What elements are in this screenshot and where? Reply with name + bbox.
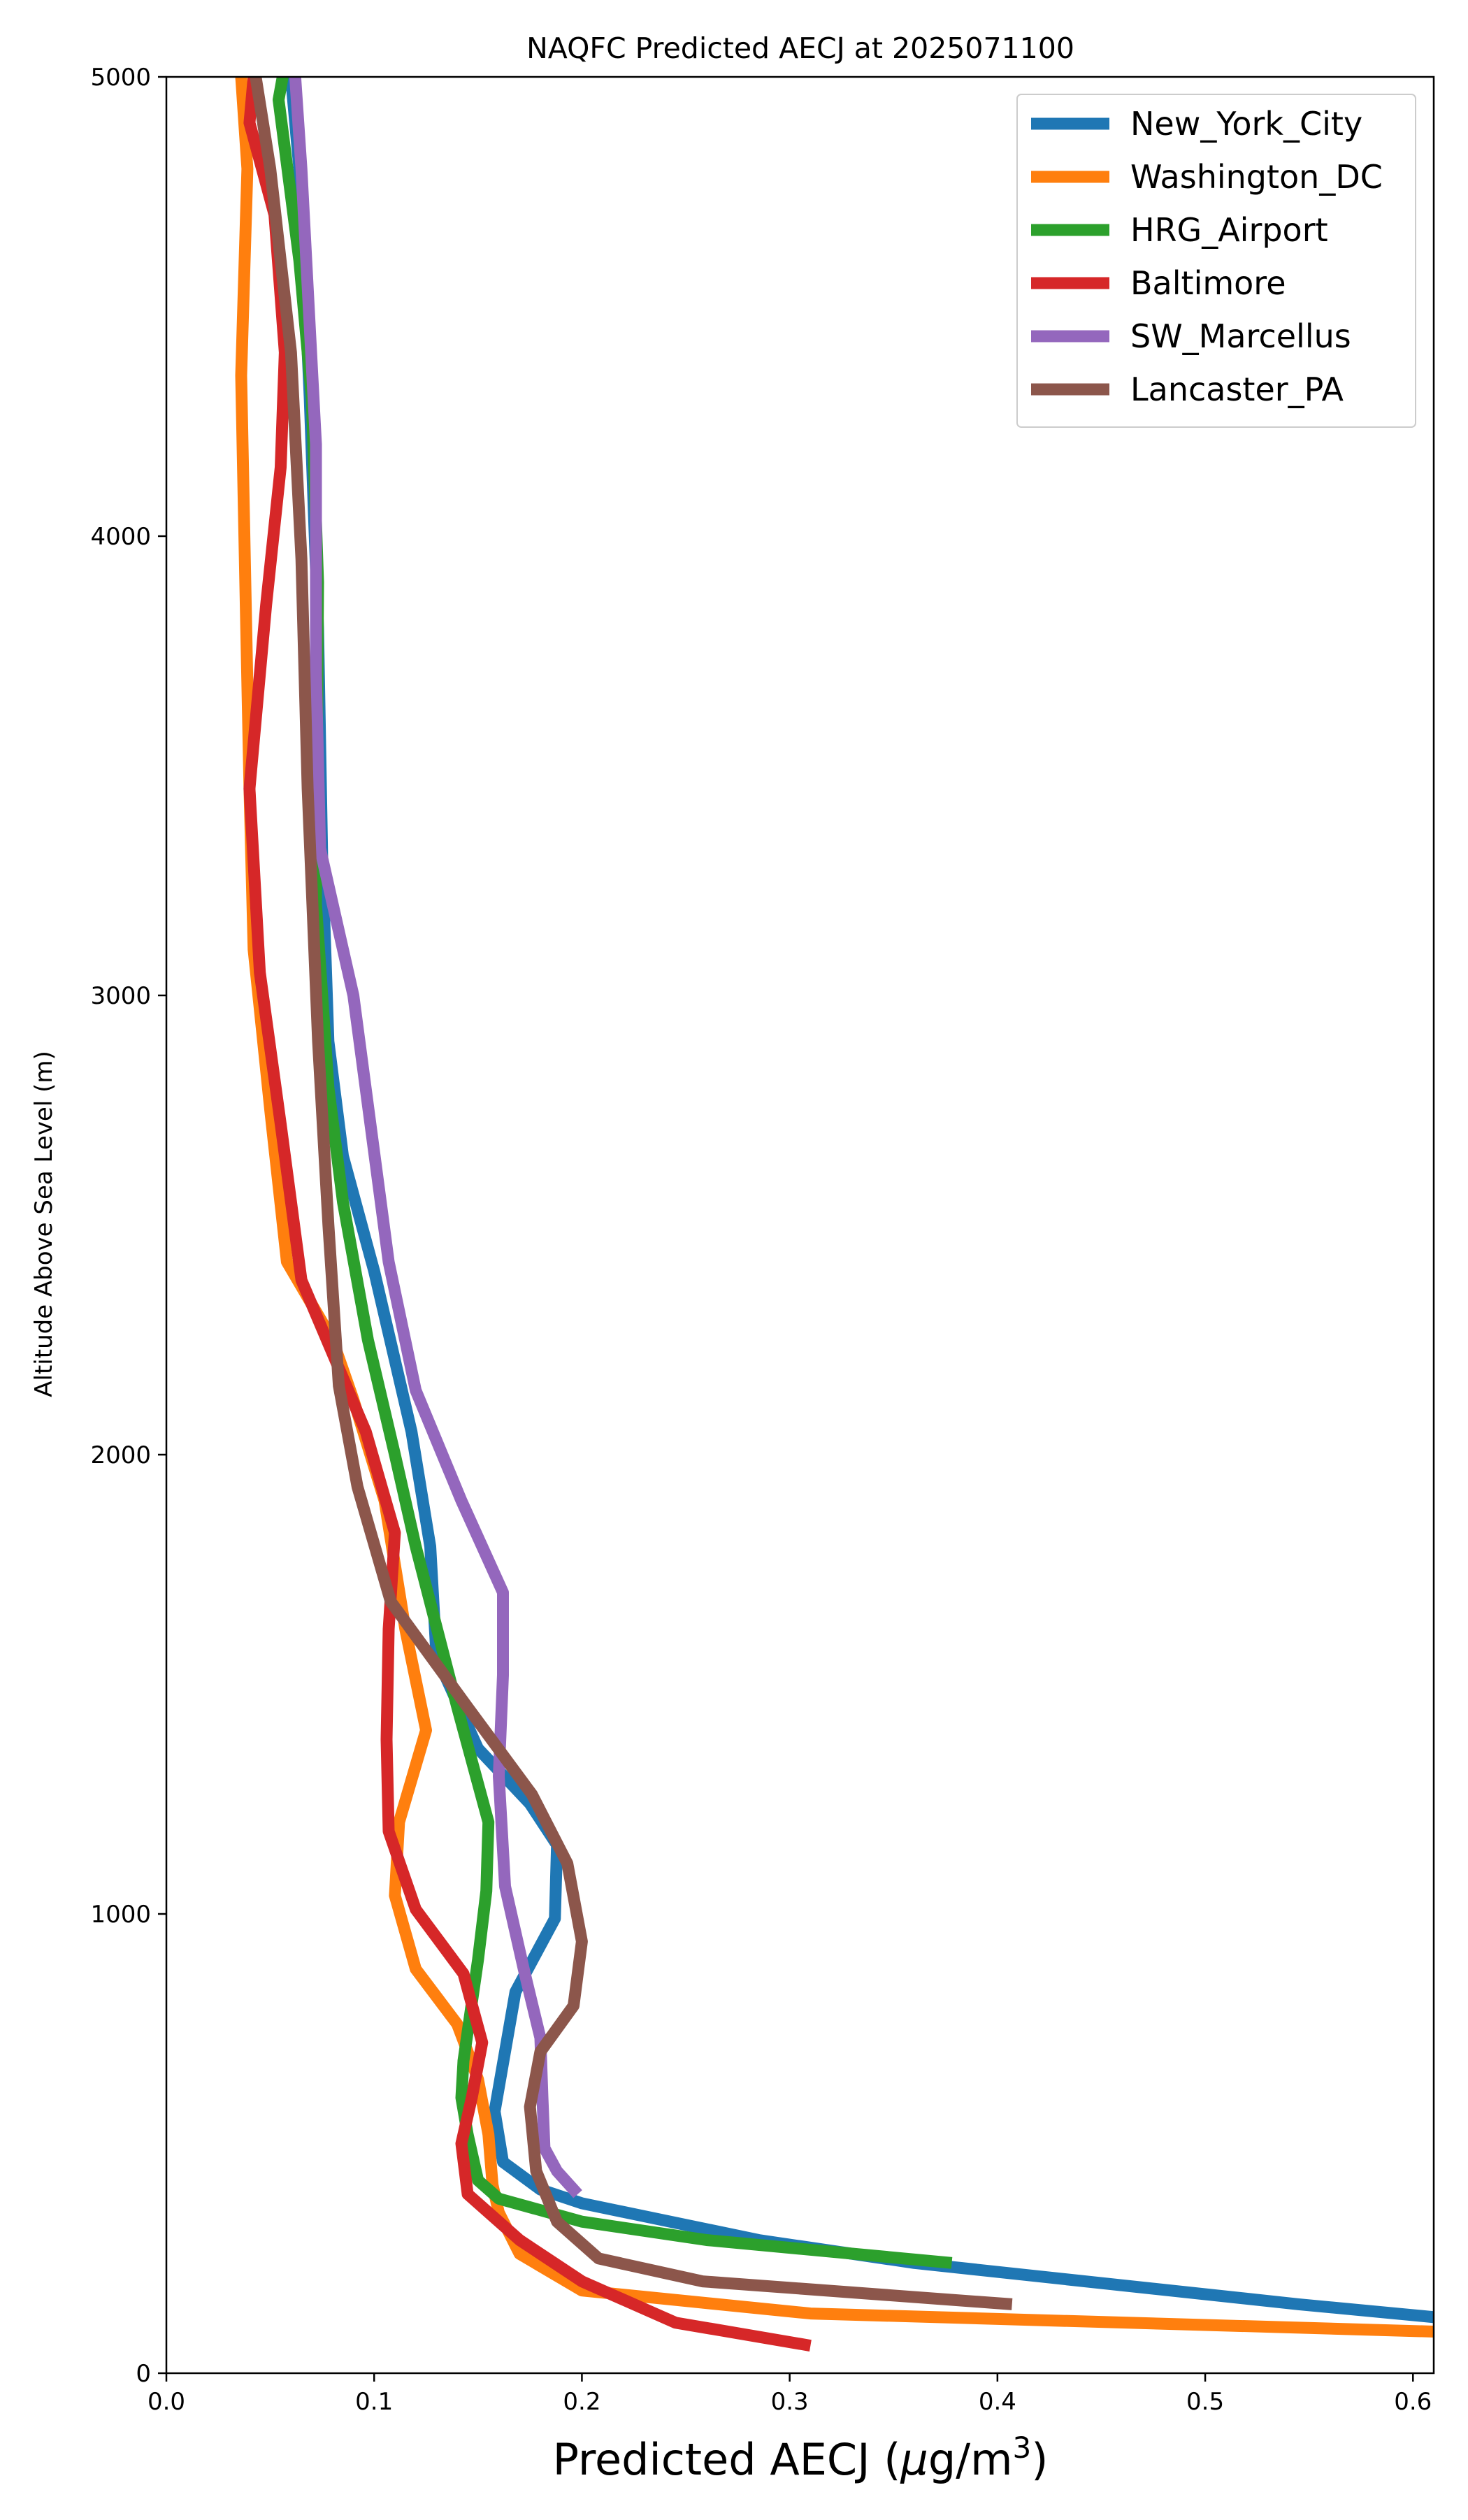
x-tick-label: 0.6 bbox=[1394, 2388, 1432, 2416]
series-line-baltimore bbox=[243, 77, 812, 2352]
legend: New_York_City Washington_DC HRG_Airport Bal… bbox=[1016, 94, 1416, 428]
legend-box bbox=[1016, 94, 1416, 428]
series-line-sw-marcellus bbox=[289, 77, 582, 2198]
y-tick-label: 2000 bbox=[90, 1441, 151, 1469]
x-tick-label: 0.3 bbox=[771, 2388, 809, 2416]
legend-label: SW_Marcellus bbox=[1130, 317, 1351, 355]
chart-title: NAQFC Predicted AECJ at 2025071100 bbox=[526, 31, 1074, 65]
y-axis-label: Altitude Above Sea Level (m) bbox=[30, 1051, 58, 1397]
y-tick-label: 5000 bbox=[90, 64, 151, 92]
x-tick-label: 0.5 bbox=[1186, 2388, 1224, 2416]
legend-label: Lancaster_PA bbox=[1130, 370, 1344, 408]
series-line-lancaster-pa bbox=[250, 77, 1013, 2310]
y-tick-label: 1000 bbox=[90, 1901, 151, 1929]
ticks-layer: 0.0 0.1 0.2 0.3 0.4 0.5 0.6 0 1000 2000 3000 4000 50… bbox=[90, 64, 1432, 2416]
x-axis-label: Predicted AECJ (μg/m3) bbox=[553, 2431, 1049, 2486]
plot-frame bbox=[165, 75, 1435, 2375]
legend-label: Washington_DC bbox=[1130, 158, 1383, 196]
legend-label: Baltimore bbox=[1130, 264, 1286, 302]
x-tick-label: 0.0 bbox=[147, 2388, 185, 2416]
x-tick-label: 0.4 bbox=[979, 2388, 1016, 2416]
x-tick-label: 0.2 bbox=[563, 2388, 600, 2416]
y-tick-label: 3000 bbox=[90, 982, 151, 1010]
series-layer bbox=[235, 77, 1434, 2352]
legend-label: HRG_Airport bbox=[1130, 211, 1328, 249]
x-tick-label: 0.1 bbox=[355, 2388, 393, 2416]
y-tick-label: 0 bbox=[136, 2360, 151, 2388]
y-tick-label: 4000 bbox=[90, 523, 151, 551]
legend-label: New_York_City bbox=[1130, 105, 1362, 143]
